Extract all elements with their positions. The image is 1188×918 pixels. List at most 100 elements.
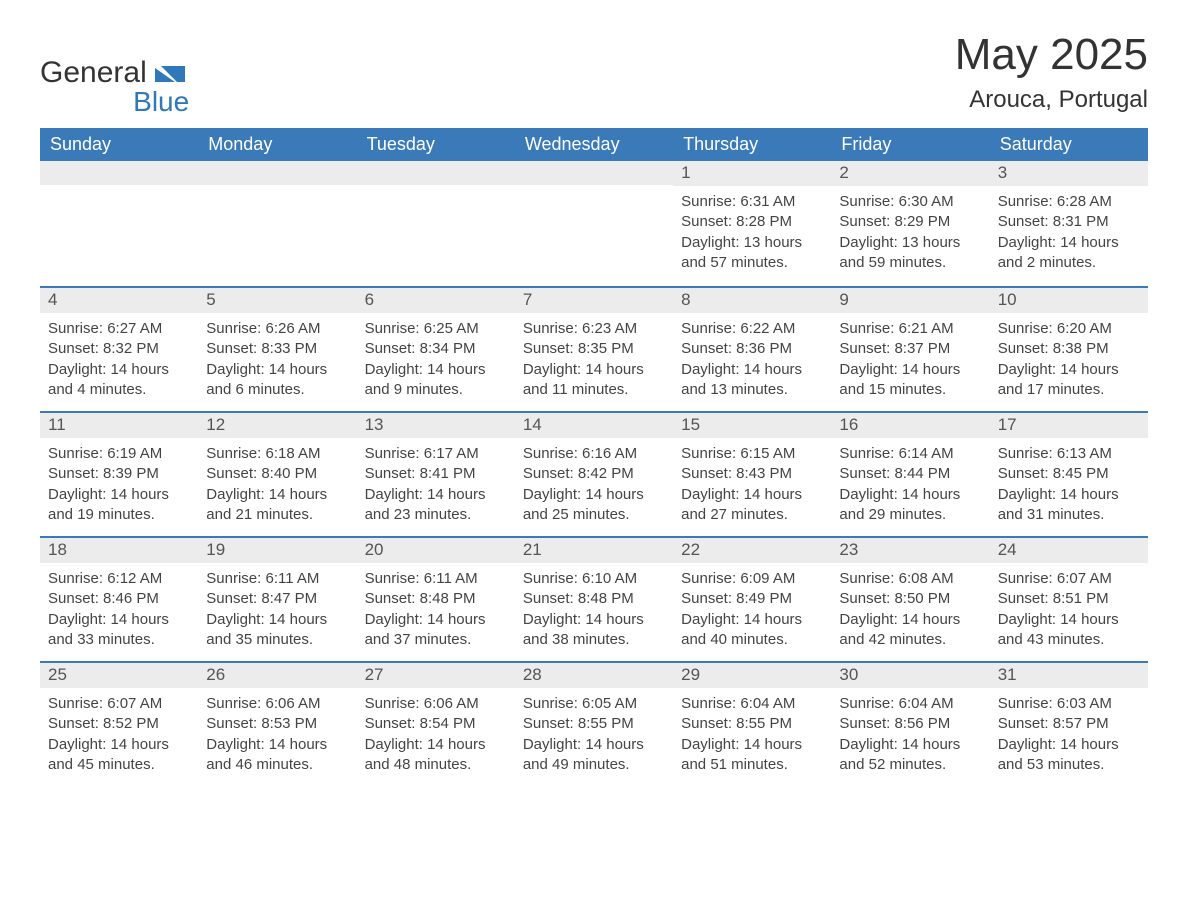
day-number: 18 [40,538,198,563]
daylight-line: Daylight: 14 hours and 23 minutes. [365,485,507,526]
sunset-line: Sunset: 8:48 PM [523,589,665,609]
daylight-line: Daylight: 14 hours and 49 minutes. [523,735,665,776]
sunrise-line: Sunrise: 6:12 AM [48,569,190,589]
day-number: 27 [357,663,515,688]
daylight-line: Daylight: 14 hours and 38 minutes. [523,610,665,651]
day-number: 2 [831,161,989,186]
sunset-line: Sunset: 8:54 PM [365,714,507,734]
sunrise-line: Sunrise: 6:10 AM [523,569,665,589]
sunrise-line: Sunrise: 6:07 AM [48,694,190,714]
day-body: Sunrise: 6:04 AMSunset: 8:56 PMDaylight:… [831,688,989,785]
day-number: 14 [515,413,673,438]
sunrise-line: Sunrise: 6:25 AM [365,319,507,339]
daylight-line: Daylight: 14 hours and 13 minutes. [681,360,823,401]
day-number: 25 [40,663,198,688]
daylight-line: Daylight: 14 hours and 48 minutes. [365,735,507,776]
sunrise-line: Sunrise: 6:21 AM [839,319,981,339]
sunset-line: Sunset: 8:51 PM [998,589,1140,609]
calendar-cell: 25Sunrise: 6:07 AMSunset: 8:52 PMDayligh… [40,663,198,786]
sunrise-line: Sunrise: 6:17 AM [365,444,507,464]
daylight-line: Daylight: 14 hours and 33 minutes. [48,610,190,651]
sunset-line: Sunset: 8:39 PM [48,464,190,484]
day-header: Wednesday [515,128,673,161]
day-body: Sunrise: 6:21 AMSunset: 8:37 PMDaylight:… [831,313,989,410]
day-body [357,185,515,201]
day-body: Sunrise: 6:10 AMSunset: 8:48 PMDaylight:… [515,563,673,660]
day-number: 20 [357,538,515,563]
day-body: Sunrise: 6:23 AMSunset: 8:35 PMDaylight:… [515,313,673,410]
calendar-cell: 14Sunrise: 6:16 AMSunset: 8:42 PMDayligh… [515,413,673,536]
page-title: May 2025 [955,30,1148,80]
day-number: 31 [990,663,1148,688]
daylight-line: Daylight: 14 hours and 2 minutes. [998,233,1140,274]
day-body: Sunrise: 6:30 AMSunset: 8:29 PMDaylight:… [831,186,989,283]
day-body: Sunrise: 6:20 AMSunset: 8:38 PMDaylight:… [990,313,1148,410]
sunset-line: Sunset: 8:31 PM [998,212,1140,232]
day-number: 23 [831,538,989,563]
day-header: Tuesday [357,128,515,161]
location-label: Arouca, Portugal [955,86,1148,114]
day-number: 24 [990,538,1148,563]
calendar-cell: 15Sunrise: 6:15 AMSunset: 8:43 PMDayligh… [673,413,831,536]
calendar-cell [515,161,673,286]
day-body: Sunrise: 6:11 AMSunset: 8:48 PMDaylight:… [357,563,515,660]
calendar-cell: 12Sunrise: 6:18 AMSunset: 8:40 PMDayligh… [198,413,356,536]
sunset-line: Sunset: 8:57 PM [998,714,1140,734]
day-number: 3 [990,161,1148,186]
calendar-cell: 28Sunrise: 6:05 AMSunset: 8:55 PMDayligh… [515,663,673,786]
calendar-cell: 13Sunrise: 6:17 AMSunset: 8:41 PMDayligh… [357,413,515,536]
calendar-week: 1Sunrise: 6:31 AMSunset: 8:28 PMDaylight… [40,161,1148,286]
day-number: 22 [673,538,831,563]
calendar-cell [198,161,356,286]
day-body: Sunrise: 6:13 AMSunset: 8:45 PMDaylight:… [990,438,1148,535]
daylight-line: Daylight: 14 hours and 21 minutes. [206,485,348,526]
day-number: 26 [198,663,356,688]
calendar-cell [357,161,515,286]
calendar: SundayMondayTuesdayWednesdayThursdayFrid… [40,128,1148,786]
brand-name-2: Blue [40,86,189,118]
daylight-line: Daylight: 14 hours and 46 minutes. [206,735,348,776]
sunrise-line: Sunrise: 6:09 AM [681,569,823,589]
daylight-line: Daylight: 14 hours and 29 minutes. [839,485,981,526]
day-number: 30 [831,663,989,688]
daylight-line: Daylight: 13 hours and 57 minutes. [681,233,823,274]
daylight-line: Daylight: 14 hours and 6 minutes. [206,360,348,401]
day-body: Sunrise: 6:27 AMSunset: 8:32 PMDaylight:… [40,313,198,410]
sunrise-line: Sunrise: 6:23 AM [523,319,665,339]
day-number [357,161,515,185]
sunrise-line: Sunrise: 6:16 AM [523,444,665,464]
sunset-line: Sunset: 8:41 PM [365,464,507,484]
day-number [40,161,198,185]
sunset-line: Sunset: 8:32 PM [48,339,190,359]
daylight-line: Daylight: 14 hours and 11 minutes. [523,360,665,401]
calendar-cell: 22Sunrise: 6:09 AMSunset: 8:49 PMDayligh… [673,538,831,661]
sunset-line: Sunset: 8:52 PM [48,714,190,734]
sunrise-line: Sunrise: 6:15 AM [681,444,823,464]
day-number: 5 [198,288,356,313]
calendar-cell: 6Sunrise: 6:25 AMSunset: 8:34 PMDaylight… [357,288,515,411]
day-number: 11 [40,413,198,438]
sunrise-line: Sunrise: 6:31 AM [681,192,823,212]
daylight-line: Daylight: 14 hours and 15 minutes. [839,360,981,401]
sunset-line: Sunset: 8:48 PM [365,589,507,609]
sunset-line: Sunset: 8:40 PM [206,464,348,484]
day-body: Sunrise: 6:19 AMSunset: 8:39 PMDaylight:… [40,438,198,535]
day-header: Saturday [990,128,1148,161]
day-header: Thursday [673,128,831,161]
calendar-cell: 16Sunrise: 6:14 AMSunset: 8:44 PMDayligh… [831,413,989,536]
daylight-line: Daylight: 14 hours and 53 minutes. [998,735,1140,776]
sunrise-line: Sunrise: 6:13 AM [998,444,1140,464]
daylight-line: Daylight: 14 hours and 51 minutes. [681,735,823,776]
day-number: 21 [515,538,673,563]
brand-logo: General Blue [40,30,189,118]
calendar-cell: 29Sunrise: 6:04 AMSunset: 8:55 PMDayligh… [673,663,831,786]
calendar-cell: 18Sunrise: 6:12 AMSunset: 8:46 PMDayligh… [40,538,198,661]
calendar-week: 18Sunrise: 6:12 AMSunset: 8:46 PMDayligh… [40,536,1148,661]
day-body: Sunrise: 6:31 AMSunset: 8:28 PMDaylight:… [673,186,831,283]
day-body: Sunrise: 6:26 AMSunset: 8:33 PMDaylight:… [198,313,356,410]
calendar-cell: 7Sunrise: 6:23 AMSunset: 8:35 PMDaylight… [515,288,673,411]
day-number: 12 [198,413,356,438]
day-body: Sunrise: 6:07 AMSunset: 8:52 PMDaylight:… [40,688,198,785]
sunset-line: Sunset: 8:38 PM [998,339,1140,359]
day-number: 15 [673,413,831,438]
